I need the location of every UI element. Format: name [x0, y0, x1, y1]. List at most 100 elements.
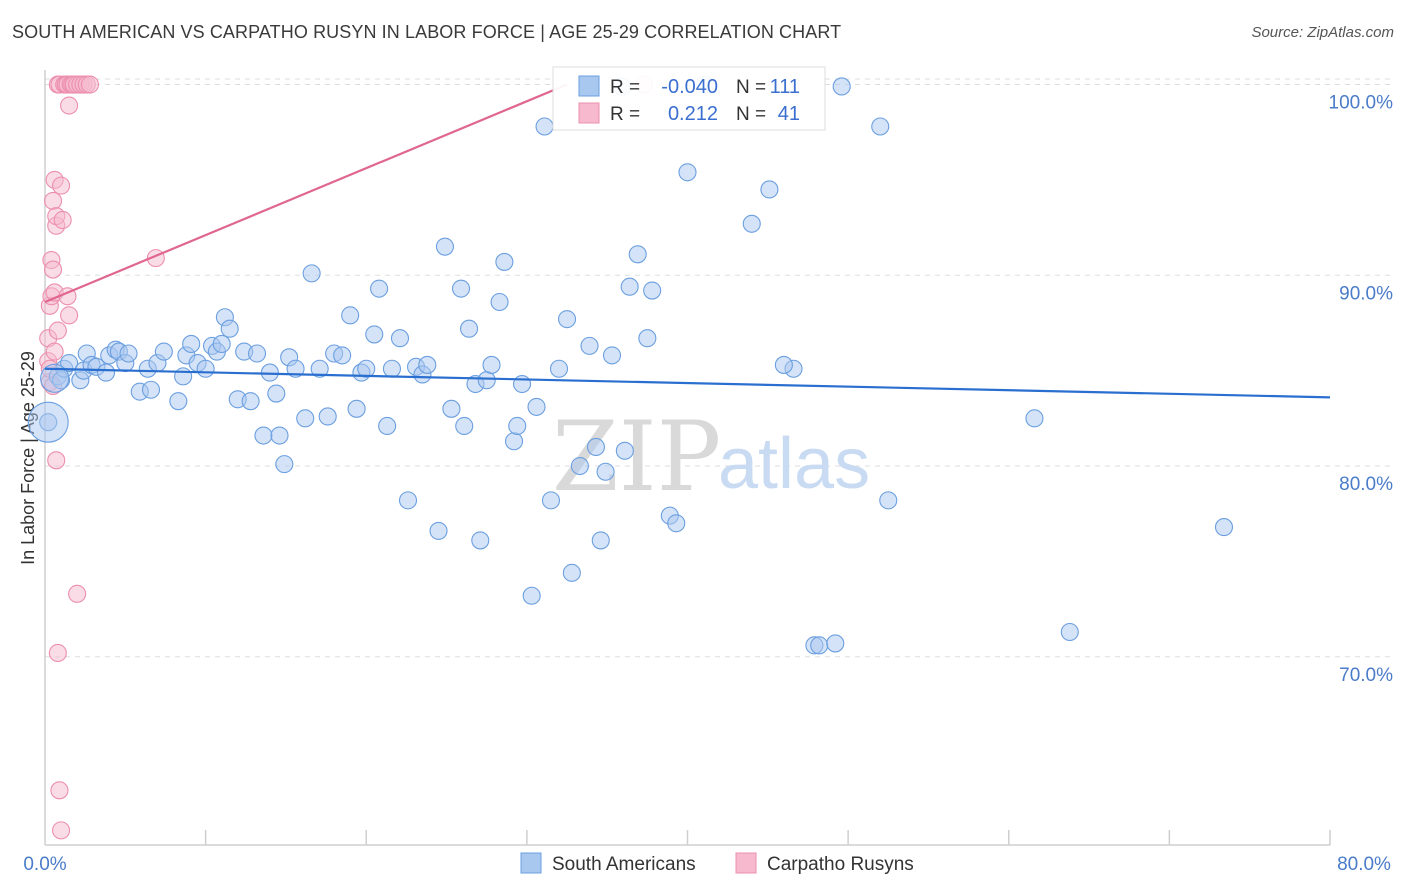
south-american-point-15 [119, 344, 138, 363]
south-american-point-69 [471, 531, 490, 550]
carpatho-rusyn-point-23 [53, 210, 72, 230]
south-american-point-24 [182, 334, 201, 354]
south-american-point-49 [341, 306, 360, 325]
carpatho-rusyn-point-21 [52, 821, 71, 840]
stats-legend-swatch-pink [578, 102, 600, 124]
x-tick-label-min: 0.0% [23, 854, 66, 875]
chart-source: Source: ZipAtlas.com [1251, 24, 1394, 41]
south-american-point-71 [482, 355, 501, 374]
south-american-point-97 [667, 514, 686, 533]
stats-legend-n-value-1: 111 [770, 76, 800, 98]
south-american-point-106 [871, 117, 890, 136]
south-american-point-85 [580, 336, 599, 355]
south-american-point-55 [378, 416, 397, 436]
x-axis-ticks [204, 830, 1331, 845]
stats-legend-r-value-2: 0.212 [668, 103, 718, 125]
south-american-point-81 [549, 359, 569, 378]
south-american-point-76 [513, 374, 532, 394]
stats-legend-n-label-2: N = [736, 104, 766, 125]
south-american-point-38 [267, 384, 286, 403]
carpatho-rusyn-point-38 [80, 75, 100, 94]
legend-swatch-carpatho-rusyns [735, 852, 757, 874]
south-american-point-104 [810, 636, 829, 655]
south-american-point-101 [760, 180, 779, 199]
gridlines [45, 78, 1390, 658]
south-american-point-91 [615, 441, 634, 460]
stats-legend-swatch-blue [578, 75, 600, 97]
carpatho-rusyn-point-7 [43, 260, 63, 279]
south-american-point-20 [154, 342, 173, 361]
y-axis-label: In Labor Force | Age 25-29 [18, 351, 38, 565]
south-american-point-56 [382, 359, 402, 378]
south-american-point-110 [1025, 409, 1044, 428]
south-american-point-31 [220, 319, 239, 338]
south-american-point-72 [490, 292, 509, 312]
south-american-point-70 [477, 371, 496, 390]
south-american-point-45 [310, 359, 329, 378]
south-american-point-48 [333, 346, 352, 365]
chart-title: SOUTH AMERICAN VS CARPATHO RUSYN IN LABO… [12, 22, 842, 42]
south-american-point-108 [826, 634, 845, 653]
carpatho-rusyn-point-34 [68, 584, 87, 603]
carpatho-rusyn-point-14 [47, 451, 66, 470]
carpatho-rusyn-point-20 [50, 781, 69, 800]
south-american-point-74 [504, 432, 524, 451]
south-american-cluster-point [27, 401, 69, 443]
stats-legend-r-value-1: -0.040 [661, 76, 718, 98]
watermark-atlas: atlas [718, 424, 870, 504]
south-american-point-86 [586, 437, 605, 457]
south-american-point-93 [628, 245, 647, 264]
stats-legend: R = -0.040 N = 111 R = 0.212 N = 41 [552, 66, 826, 131]
carpatho-rusyn-point-16 [48, 321, 67, 340]
south-american-point-61 [418, 355, 437, 374]
south-american-point-46 [318, 407, 337, 426]
south-american-point-34 [241, 392, 260, 411]
south-american-point-36 [254, 426, 273, 445]
south-american-point-77 [522, 586, 541, 605]
south-american-point-67 [459, 319, 479, 338]
south-american-point-57 [390, 329, 410, 348]
south-american-point-4 [60, 353, 79, 373]
south-american-point-100 [742, 214, 761, 233]
bottom-legend: South Americans Carpatho Rusyns [520, 852, 914, 875]
south-american-point-78 [527, 397, 546, 416]
south-american-point-109 [879, 491, 898, 510]
south-american-point-50 [347, 399, 366, 418]
south-american-point-39 [270, 426, 289, 445]
south-american-point-65 [451, 279, 471, 298]
carpatho-rusyn-point-29 [60, 306, 79, 325]
south-american-point-95 [643, 281, 662, 300]
south-american-point-52 [357, 359, 376, 378]
y-tick-label-70: 70.0% [1339, 665, 1393, 686]
south-american-point-98 [678, 163, 697, 182]
south-american-point-22 [174, 367, 193, 386]
south-american-point-63 [435, 237, 455, 256]
south-american-point-21 [169, 392, 188, 411]
carpatho-rusyn-point-12 [45, 342, 64, 361]
south-american-point-26 [196, 359, 215, 378]
south-american-point-43 [296, 409, 315, 428]
x-tick-label-max: 80.0% [1337, 854, 1391, 875]
carpatho-rusyn-point-9 [43, 191, 63, 210]
south-american-point-80 [541, 491, 561, 510]
y-tick-label-80: 80.0% [1339, 474, 1393, 495]
south-american-point-84 [570, 456, 589, 476]
south-american-point-83 [562, 563, 581, 582]
south-american-point-35 [247, 344, 267, 363]
y-tick-label-100: 100.0% [1329, 93, 1394, 114]
south-american-point-66 [455, 416, 474, 436]
carpatho-rusyn-point-22 [52, 176, 71, 195]
stats-legend-n-label-1: N = [736, 77, 766, 98]
watermark-zip: ZIP [552, 401, 721, 513]
south-american-point-44 [302, 264, 321, 283]
y-tick-label-90: 90.0% [1339, 283, 1393, 304]
carpatho-rusyn-point-28 [60, 96, 79, 115]
south-american-point-87 [591, 531, 610, 550]
south-american-point-107 [774, 355, 793, 374]
stats-legend-r-label-1: R = [610, 77, 640, 98]
legend-label-south-americans: South Americans [552, 854, 696, 875]
south-american-point-62 [429, 521, 448, 540]
south-american-point-79 [535, 117, 554, 136]
south-american-point-112 [1214, 518, 1234, 537]
